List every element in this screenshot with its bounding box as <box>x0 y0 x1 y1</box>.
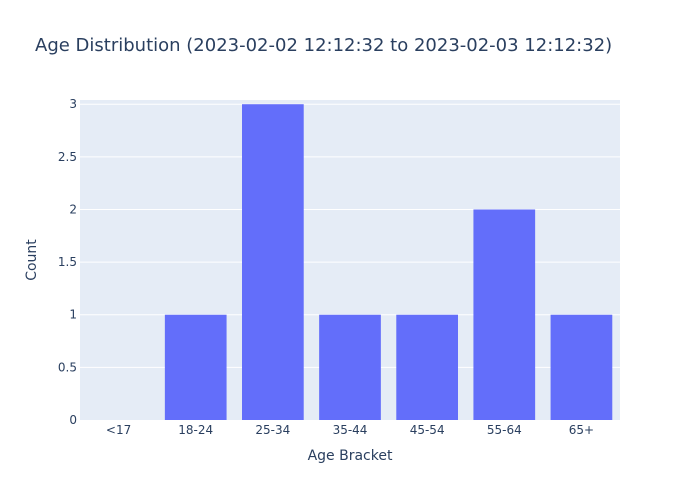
y-tick-label: 1.5 <box>58 255 77 269</box>
bar-45-54[interactable] <box>396 314 458 420</box>
bar-35-44[interactable] <box>319 314 381 420</box>
y-tick-label: 3 <box>69 97 77 111</box>
bar-55-64[interactable] <box>473 209 536 420</box>
x-tick-label: 35-44 <box>333 423 368 437</box>
x-tick-label: 55-64 <box>487 423 522 437</box>
x-tick-label: 45-54 <box>410 423 445 437</box>
x-axis-ticks: <17 18-24 25-34 35-44 45-54 55-64 65+ <box>106 423 594 437</box>
x-tick-label: 18-24 <box>178 423 213 437</box>
y-tick-label: 2.5 <box>58 150 77 164</box>
x-tick-label: 25-34 <box>255 423 290 437</box>
y-tick-label: 0 <box>69 413 77 427</box>
bars <box>164 104 613 421</box>
y-axis-label: Count <box>24 239 40 281</box>
y-axis-ticks: 0 0.5 1 1.5 2 2.5 3 <box>58 97 77 427</box>
x-tick-label: <17 <box>106 423 131 437</box>
y-tick-label: 0.5 <box>58 360 77 374</box>
x-tick-label: 65+ <box>569 423 594 437</box>
bar-65+[interactable] <box>550 314 613 420</box>
bar-25-34[interactable] <box>242 104 304 421</box>
y-tick-label: 1 <box>69 308 77 322</box>
y-tick-label: 2 <box>69 202 77 216</box>
bar-18-24[interactable] <box>164 314 227 420</box>
chart-title: Age Distribution (2023-02-02 12:12:32 to… <box>35 35 612 56</box>
x-axis-label: Age Bracket <box>308 448 393 464</box>
